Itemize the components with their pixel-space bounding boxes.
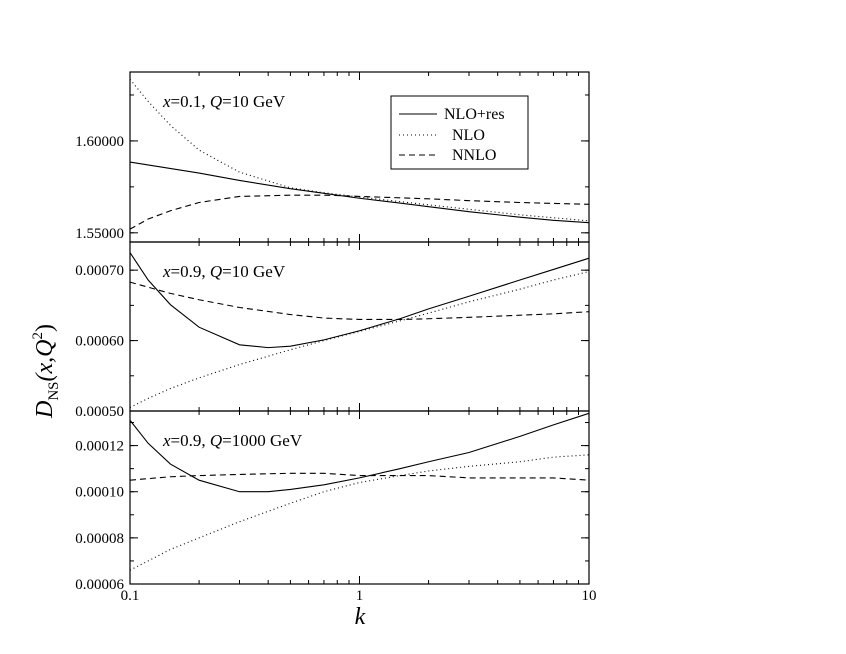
panel-label: x=0.9, Q=1000 GeV — [162, 431, 303, 450]
series-nnlo-panel-1 — [129, 194, 590, 230]
legend-label-nlo: NLO — [452, 127, 485, 144]
y-tick-label: 0.00006 — [75, 577, 124, 593]
panel-frame — [129, 410, 590, 585]
panel-2: 0.00050 0.00060 0.00070 x=0.9, Q=10 GeV — [75, 241, 590, 420]
legend-box — [390, 95, 529, 170]
series-nlo-panel-3 — [129, 454, 590, 571]
y-axis-title: DNS(x,Q2) — [30, 324, 62, 419]
legend-label-nlo-res: NLO+res — [444, 106, 505, 123]
x-tick-label: 1 — [356, 588, 364, 604]
x-axis-tick-labels: 0.1 1 10 — [121, 588, 597, 604]
y-axis-title-close: ) — [32, 324, 58, 332]
x-tick-label: 10 — [582, 588, 597, 604]
y-tick-label: 0.00060 — [75, 334, 124, 350]
series-nnlo-panel-3 — [129, 472, 590, 481]
x-tick-label: 0.1 — [121, 588, 140, 604]
y-tick-label: 0.00070 — [75, 263, 124, 279]
y-tick-label: 0.00050 — [75, 404, 124, 420]
y-tick-label: 0.00012 — [75, 439, 124, 455]
x-axis-title: k — [355, 604, 366, 630]
y-tick-label: 0.00008 — [75, 531, 124, 547]
panel-3: 0.00006 0.00008 0.00010 0.00012 x=0.9, Q=100… — [75, 410, 590, 593]
series-nlo-panel-2 — [129, 271, 590, 408]
y-axis-title-subscript: NS — [46, 381, 62, 400]
y-axis-title-superscript: 2 — [30, 332, 46, 340]
series-nlo-res-panel-3 — [129, 412, 590, 493]
y-axis-title-args: (x,Q — [32, 339, 58, 381]
series-nlo-panel-1 — [129, 79, 590, 222]
y-tick-label: 1.60000 — [75, 134, 124, 150]
y-tick-label: 0.00010 — [75, 485, 124, 501]
y-tick-label: 1.55000 — [75, 226, 124, 242]
y-axis-title-main: D — [32, 401, 58, 419]
series-nlo-res-panel-2 — [129, 252, 590, 349]
panel-label: x=0.1, Q=10 GeV — [162, 92, 286, 111]
legend-label-nnlo: NNLO — [452, 147, 496, 164]
series-nnlo-panel-2 — [129, 281, 590, 321]
panel-1: 1.55000 1.60000 x=0.1, Q=10 GeV — [75, 71, 590, 243]
series-nlo-res-panel-1 — [129, 161, 590, 224]
panel-label: x=0.9, Q=10 GeV — [162, 262, 286, 281]
legend: NLO+res NLO NNLO — [390, 95, 529, 170]
